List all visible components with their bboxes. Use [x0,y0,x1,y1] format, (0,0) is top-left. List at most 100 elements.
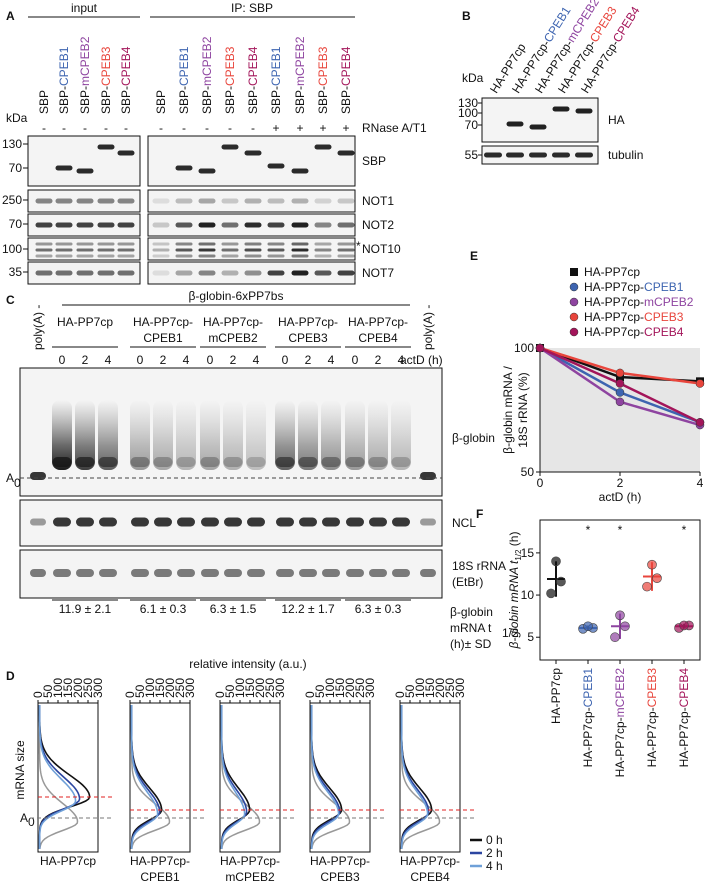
smear [321,400,341,470]
tick-label: 50 [403,684,417,698]
band [117,242,135,246]
smear [345,400,365,470]
band [76,168,94,174]
legend-marker [569,282,579,292]
data-point [610,632,620,643]
tick-label: 250 [81,678,95,698]
y-tick-label: 10 [521,588,535,602]
y-axis-label: 1/2 [514,549,523,561]
legend-label: 0 h [486,833,503,847]
band [314,222,332,228]
band [76,222,94,228]
band [175,270,193,276]
band [198,168,216,174]
half-life: 11.9 ± 2.1 [59,602,112,616]
tick-label: 100 [413,678,427,698]
group-label: HA-PP7cp- [278,315,338,329]
legend-label: HA-PP7cp-CPEB3 [584,310,684,324]
band [35,242,53,246]
rnase-sign: - [251,121,255,135]
band [244,248,262,252]
band [291,168,309,174]
smear [98,400,118,470]
band [337,248,355,252]
tick-label: 150 [333,678,347,698]
band [117,150,135,156]
blot-label: NOT10 [362,242,401,256]
band [322,569,340,577]
band [177,517,195,527]
band [267,242,285,246]
band [154,569,172,577]
label: input [71,1,98,15]
band [221,222,239,228]
blot-label: NCL [452,516,476,530]
band [76,198,94,204]
band [391,457,411,467]
y-axis-label: β-globin mRNA t1/2 (h) [507,532,523,650]
band [99,569,117,577]
group-label: CPEB3 [320,870,360,884]
band [221,254,239,258]
profile-box [37,702,99,853]
x-tick-label: HA-PP7cp-mCPEB2 [613,668,627,778]
kda-marker: 70 [9,161,23,175]
smear [176,400,196,470]
band [223,457,243,467]
tick-label: 300 [273,678,287,698]
band [244,222,262,228]
x-tick-label: HA-PP7cp-CPEB1 [581,668,595,768]
band [117,248,135,252]
band [575,152,593,158]
band [99,517,117,527]
y-axis-label: 18S rRNA (%) [516,372,530,447]
band [244,198,262,204]
band [244,150,262,156]
blot-label: 18S rRNA [452,559,506,573]
smear [391,400,411,470]
band [198,222,216,228]
band [276,569,294,577]
band [152,270,170,276]
band [177,569,195,577]
band [154,517,172,527]
tick-label: 200 [253,678,267,698]
group-label: CPEB4 [358,331,398,345]
group-label: CPEB3 [288,331,328,345]
band [131,569,149,577]
tick-label: 300 [363,678,377,698]
tick-label: 300 [183,678,197,698]
smear [275,400,295,470]
time-label: 0 [137,353,144,367]
label: actD (h) [400,353,443,367]
blot [27,135,141,187]
band [117,222,135,228]
band [247,517,265,527]
label: relative intensity (a.u.) [189,657,306,671]
a0-label: A [6,471,14,485]
kda-marker: 100 [2,242,22,256]
time-label: 4 [105,353,112,367]
smear [52,400,72,470]
blot [147,189,356,213]
band [244,254,262,258]
smear [200,400,220,470]
data-point [556,576,566,587]
y-tick-label: 100 [514,341,534,355]
blot [481,97,599,143]
blot-label: NOT1 [362,194,394,208]
band [201,569,219,577]
tick-label: 200 [343,678,357,698]
y-axis-label: (h) [507,532,521,550]
profile-curve [38,705,77,849]
time-label: 2 [375,353,382,367]
blot-label: tubulin [608,148,643,162]
smear [246,400,266,470]
rnase-sign: + [296,121,303,135]
a0-label: 0 [14,476,21,490]
group-label: HA-PP7cp- [348,315,408,329]
half-life-label: mRNA t [450,621,492,635]
band [76,242,94,246]
time-label: 0 [352,353,359,367]
panel-letter: F [476,507,483,521]
